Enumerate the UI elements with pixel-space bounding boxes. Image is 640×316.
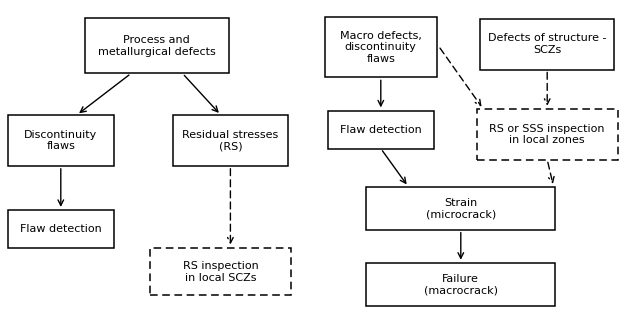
Bar (324, 17, 436, 77)
Text: RS or SSS inspection
in local zones: RS or SSS inspection in local zones (490, 124, 605, 145)
Text: Discontinuity
flaws: Discontinuity flaws (24, 130, 97, 151)
Text: Residual stresses
(RS): Residual stresses (RS) (182, 130, 278, 151)
Bar (477, 109, 618, 160)
Bar (8, 115, 114, 166)
Text: Defects of structure -
SCZs: Defects of structure - SCZs (488, 33, 607, 55)
Bar (150, 248, 291, 295)
Text: Flaw detection: Flaw detection (20, 224, 102, 234)
Bar (328, 111, 434, 149)
Text: Process and
metallurgical defects: Process and metallurgical defects (98, 35, 216, 57)
Bar (8, 210, 114, 248)
Text: Macro defects,
discontinuity
flaws: Macro defects, discontinuity flaws (340, 31, 422, 64)
Bar (366, 187, 555, 230)
Bar (366, 263, 555, 306)
Text: Failure
(macrocrack): Failure (macrocrack) (424, 274, 498, 295)
Bar (480, 19, 614, 70)
Text: Flaw detection: Flaw detection (340, 125, 422, 135)
Text: Strain
(microcrack): Strain (microcrack) (426, 198, 496, 219)
Text: RS inspection
in local SCZs: RS inspection in local SCZs (183, 261, 259, 283)
Bar (173, 115, 288, 166)
Bar (85, 18, 229, 74)
